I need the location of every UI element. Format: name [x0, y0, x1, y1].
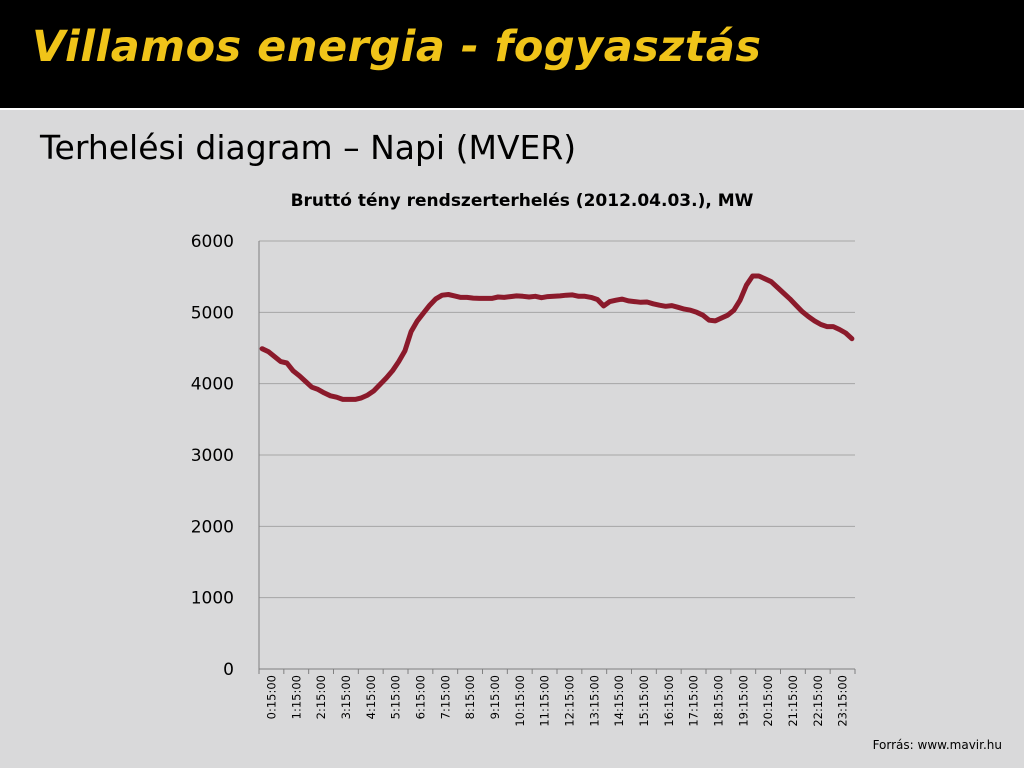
x-tick-label: 22:15:00	[811, 675, 825, 727]
x-tick-label: 4:15:00	[364, 675, 378, 719]
x-tick-label: 19:15:00	[736, 675, 750, 727]
y-tick-label: 3000	[191, 446, 234, 466]
x-tick-label: 18:15:00	[711, 675, 725, 727]
x-tick-label: 13:15:00	[587, 675, 601, 727]
x-tick-label: 9:15:00	[488, 675, 502, 719]
y-tick-label: 0	[223, 660, 234, 680]
x-tick-label: 21:15:00	[786, 675, 800, 727]
x-tick-label: 15:15:00	[637, 675, 651, 727]
title-bar: Villamos energia - fogyasztás	[0, 0, 1024, 110]
x-tick-label: 16:15:00	[662, 675, 676, 727]
x-tick-label: 11:15:00	[538, 675, 552, 727]
x-tick-label: 17:15:00	[687, 675, 701, 727]
series-line	[259, 273, 855, 402]
x-tick-label: 8:15:00	[463, 675, 477, 719]
x-tick-label: 2:15:00	[314, 675, 328, 719]
y-tick-label: 2000	[191, 517, 234, 537]
source-note: Forrás: www.mavir.hu	[872, 738, 1002, 752]
x-tick-label: 23:15:00	[836, 675, 850, 727]
y-tick-label: 6000	[191, 232, 234, 252]
x-tick-label: 20:15:00	[761, 675, 775, 727]
y-tick-label: 5000	[191, 303, 234, 323]
x-tick-label: 12:15:00	[562, 675, 576, 727]
y-tick-label: 1000	[191, 589, 234, 609]
x-tick-label: 10:15:00	[513, 675, 527, 727]
y-tick-label: 4000	[191, 375, 234, 395]
x-tick-label: 0:15:00	[264, 675, 278, 719]
slide-subtitle: Terhelési diagram – Napi (MVER)	[40, 128, 577, 167]
x-tick-label: 14:15:00	[612, 675, 626, 727]
x-tick-label: 7:15:00	[438, 675, 452, 719]
x-tick-label: 1:15:00	[289, 675, 303, 719]
x-tick-label: 5:15:00	[389, 675, 403, 719]
slide-title: Villamos energia - fogyasztás	[32, 22, 762, 72]
x-tick-label: 3:15:00	[339, 675, 353, 719]
chart-title: Bruttó tény rendszerterhelés (2012.04.03…	[290, 191, 754, 211]
x-tick-label: 6:15:00	[413, 675, 427, 719]
